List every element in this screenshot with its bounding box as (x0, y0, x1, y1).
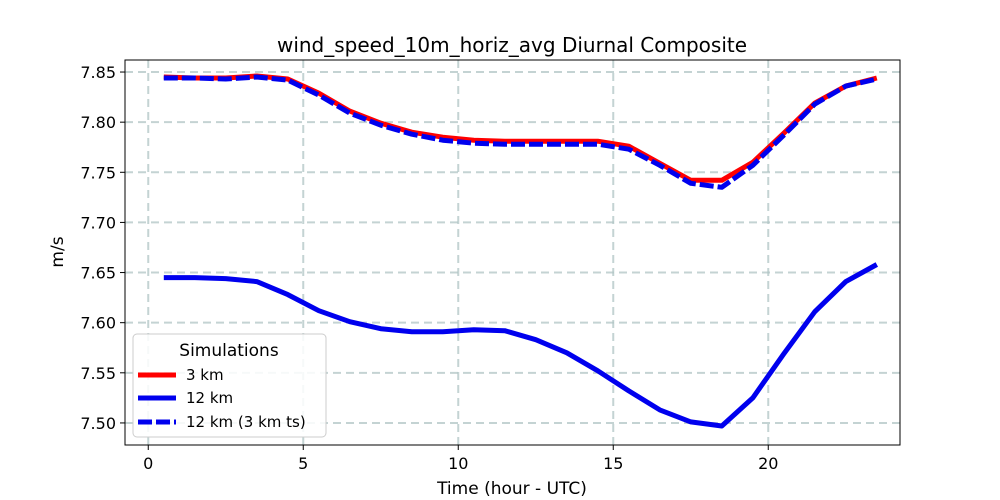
y-tick-label: 7.85 (80, 63, 116, 82)
y-tick-label: 7.75 (80, 163, 116, 182)
legend-title: Simulations (179, 341, 279, 361)
x-axis-label: Time (hour - UTC) (436, 479, 587, 499)
x-tick-label: 10 (448, 454, 468, 473)
x-tick-label: 20 (758, 454, 778, 473)
plot-frame (124, 59, 901, 446)
y-tick-label: 7.50 (80, 414, 116, 433)
series-line-3km (163, 73, 878, 183)
legend-label-3km: 3 km (186, 366, 224, 384)
series-group (163, 73, 879, 429)
legend-label-12km: 12 km (186, 389, 233, 407)
y-tick-label: 7.70 (80, 213, 116, 232)
y-axis-label: m/s (48, 236, 68, 267)
y-tick-label: 7.80 (80, 113, 116, 132)
series-line-12km-3km-ts (163, 74, 878, 190)
x-axis: 0 5 10 15 20 (143, 445, 778, 473)
legend-box (132, 333, 327, 438)
legend: Simulations 3 km 12 km 12 km (3 km ts) (132, 333, 327, 438)
x-tick-label: 5 (298, 454, 308, 473)
x-tick-label: 15 (603, 454, 623, 473)
series-line-12km (163, 262, 879, 429)
y-axis: 7.50 7.55 7.60 7.65 7.70 7.75 7.80 7.85 (80, 63, 125, 433)
y-tick-label: 7.55 (80, 364, 116, 383)
x-tick-label: 0 (143, 454, 153, 473)
y-tick-label: 7.65 (80, 264, 116, 283)
y-tick-label: 7.60 (80, 314, 116, 333)
legend-label-12km-3km-ts: 12 km (3 km ts) (186, 413, 306, 431)
chart-title: wind_speed_10m_horiz_avg Diurnal Composi… (277, 33, 747, 57)
